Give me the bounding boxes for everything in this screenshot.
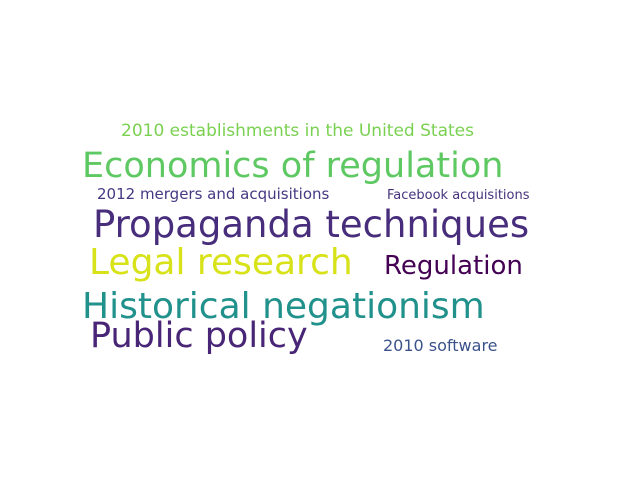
word-facebook-acquisitions: Facebook acquisitions: [387, 188, 530, 203]
word-economics-of-regulation: Economics of regulation: [82, 146, 504, 186]
word-2012-mergers: 2012 mergers and acquisitions: [97, 185, 330, 203]
word-legal-research: Legal research: [89, 242, 353, 283]
word-historical-negationism: Historical negationism: [82, 286, 485, 327]
word-propaganda-techniques: Propaganda techniques: [93, 203, 530, 246]
word-2010-establishments: 2010 establishments in the United States: [121, 121, 474, 141]
word-public-policy: Public policy: [90, 316, 308, 356]
word-2010-software: 2010 software: [383, 336, 498, 355]
word-regulation: Regulation: [384, 251, 523, 281]
